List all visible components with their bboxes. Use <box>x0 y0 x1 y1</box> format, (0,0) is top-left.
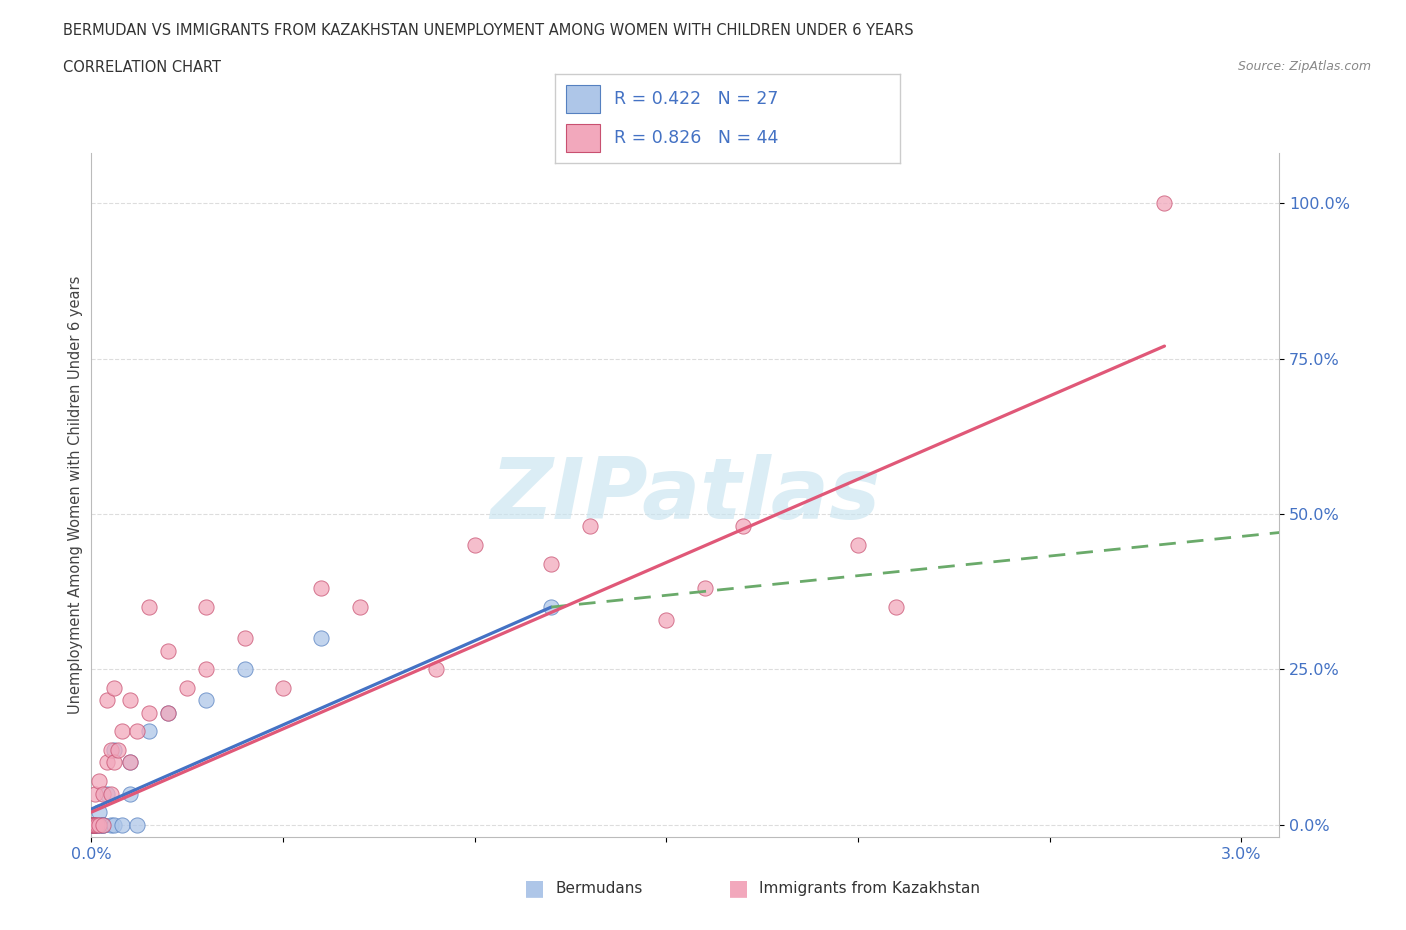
Point <box>655 612 678 627</box>
Point <box>84 817 107 832</box>
Point <box>540 556 562 571</box>
Point <box>82 817 104 832</box>
Point <box>83 817 105 832</box>
Point <box>96 755 118 770</box>
Point <box>1153 195 1175 210</box>
Text: BERMUDAN VS IMMIGRANTS FROM KAZAKHSTAN UNEMPLOYMENT AMONG WOMEN WITH CHILDREN UN: BERMUDAN VS IMMIGRANTS FROM KAZAKHSTAN U… <box>63 23 914 38</box>
Point <box>884 600 907 615</box>
Point <box>91 817 114 832</box>
Point <box>464 538 486 552</box>
Point <box>82 817 104 832</box>
Point <box>87 817 110 832</box>
Point <box>578 519 600 534</box>
Point <box>103 742 125 757</box>
Point <box>83 817 105 832</box>
Point <box>311 581 333 596</box>
Bar <box>565 85 600 113</box>
Point <box>82 817 104 832</box>
Point <box>195 600 218 615</box>
Point <box>103 681 125 696</box>
Point <box>86 817 108 832</box>
Point <box>100 742 122 757</box>
Text: R = 0.826   N = 44: R = 0.826 N = 44 <box>614 129 779 147</box>
Point <box>233 631 256 645</box>
Point <box>138 724 160 738</box>
Point <box>82 817 104 832</box>
Point <box>118 693 141 708</box>
Text: ■: ■ <box>524 878 544 898</box>
Text: Immigrants from Kazakhstan: Immigrants from Kazakhstan <box>759 881 980 896</box>
Point <box>84 817 107 832</box>
Point <box>157 705 180 720</box>
Point <box>195 693 218 708</box>
Point <box>118 755 141 770</box>
Point <box>693 581 716 596</box>
Point <box>84 786 107 801</box>
Point <box>107 742 129 757</box>
Point <box>118 786 141 801</box>
Point <box>157 644 180 658</box>
Point <box>82 817 104 832</box>
Point <box>82 817 104 832</box>
Point <box>91 817 114 832</box>
Point <box>176 681 198 696</box>
Point <box>111 817 134 832</box>
Point <box>103 817 125 832</box>
Point <box>91 817 114 832</box>
Point <box>118 755 141 770</box>
Point <box>87 774 110 789</box>
Point <box>311 631 333 645</box>
Point <box>195 662 218 677</box>
Point <box>87 804 110 819</box>
Point <box>540 600 562 615</box>
Point <box>846 538 869 552</box>
Text: Source: ZipAtlas.com: Source: ZipAtlas.com <box>1237 60 1371 73</box>
Point <box>111 724 134 738</box>
Point <box>100 817 122 832</box>
Point <box>82 817 104 832</box>
Text: Bermudans: Bermudans <box>555 881 643 896</box>
Point <box>271 681 294 696</box>
Point <box>157 705 180 720</box>
Point <box>96 786 118 801</box>
Point <box>349 600 371 615</box>
Point <box>233 662 256 677</box>
Point <box>425 662 447 677</box>
Point <box>731 519 754 534</box>
Y-axis label: Unemployment Among Women with Children Under 6 years: Unemployment Among Women with Children U… <box>67 276 83 714</box>
Point <box>103 755 125 770</box>
Point <box>138 705 160 720</box>
Point <box>100 786 122 801</box>
Point <box>127 817 149 832</box>
Point <box>127 724 149 738</box>
Text: ZIPatlas: ZIPatlas <box>491 454 880 537</box>
Bar <box>565 124 600 153</box>
Point <box>90 817 112 832</box>
Point <box>96 693 118 708</box>
Point <box>86 817 108 832</box>
Point <box>87 817 110 832</box>
Text: CORRELATION CHART: CORRELATION CHART <box>63 60 221 75</box>
Text: R = 0.422   N = 27: R = 0.422 N = 27 <box>614 90 779 108</box>
Text: ■: ■ <box>728 878 748 898</box>
Point <box>91 786 114 801</box>
Point <box>138 600 160 615</box>
Point <box>84 817 107 832</box>
